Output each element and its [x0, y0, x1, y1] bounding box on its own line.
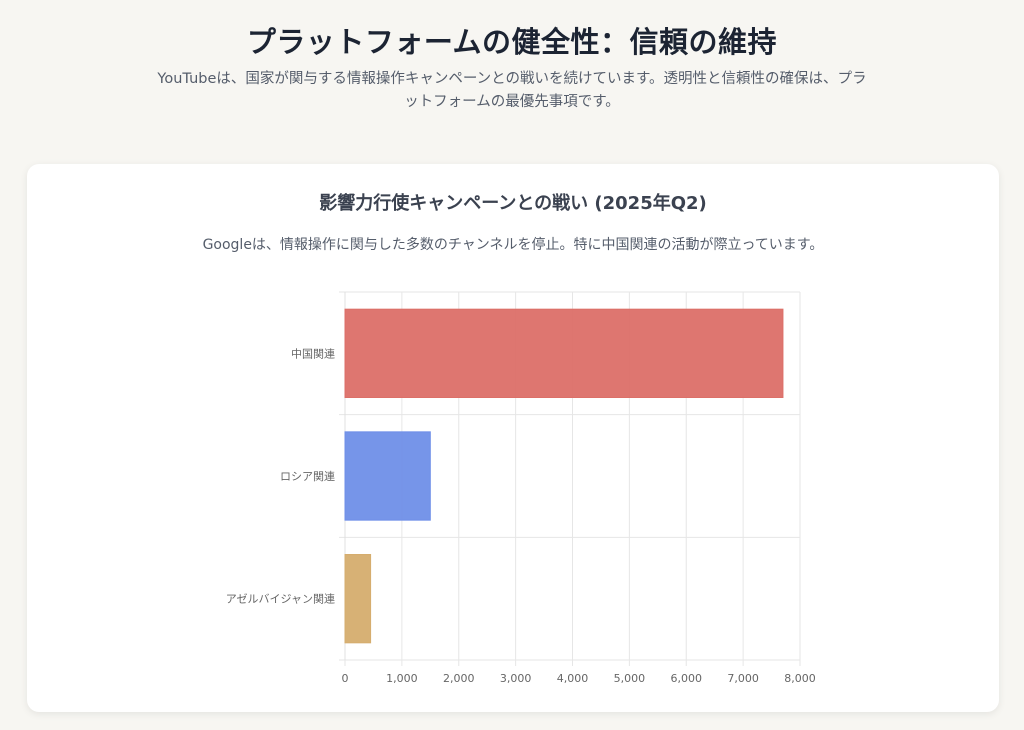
chart-card: 影響力行使キャンペーンとの戦い (2025年Q2) Googleは、情報操作に関… — [27, 164, 999, 712]
x-tick-label: 3,000 — [500, 672, 532, 685]
category-label: 中国関連 — [291, 346, 335, 360]
page-header: プラットフォームの健全性：信頼の維持 YouTubeは、国家が関与する情報操作キ… — [0, 20, 1024, 114]
x-tick-label: 4,000 — [557, 672, 589, 685]
x-tick-label: 0 — [342, 672, 349, 685]
x-tick-label: 2,000 — [443, 672, 475, 685]
chart-subtitle: Googleは、情報操作に関与した多数のチャンネルを停止。特に中国関連の活動が際… — [202, 237, 824, 253]
x-tick-label: 6,000 — [671, 672, 703, 685]
x-tick-label: 8,000 — [784, 672, 816, 685]
bar — [344, 431, 431, 521]
bar — [344, 308, 784, 398]
bar-chart: 0 1,000 2,000 3,000 4,000 5,000 6,000 7,000 8,00… — [226, 291, 816, 685]
category-label: アゼルバイジャン関連 — [226, 592, 335, 606]
bar — [344, 554, 372, 644]
chart-title: 影響力行使キャンペーンとの戦い (2025年Q2) — [319, 193, 707, 214]
page-subtitle: YouTubeは、国家が関与する情報操作キャンペーンとの戦いを続けています。透明… — [157, 71, 867, 110]
page-title: プラットフォームの健全性：信頼の維持 — [246, 25, 778, 59]
category-label: ロシア関連 — [280, 469, 335, 483]
x-tick-label: 1,000 — [386, 672, 418, 685]
x-tick-label: 5,000 — [614, 672, 646, 685]
x-tick-label: 7,000 — [727, 672, 759, 685]
